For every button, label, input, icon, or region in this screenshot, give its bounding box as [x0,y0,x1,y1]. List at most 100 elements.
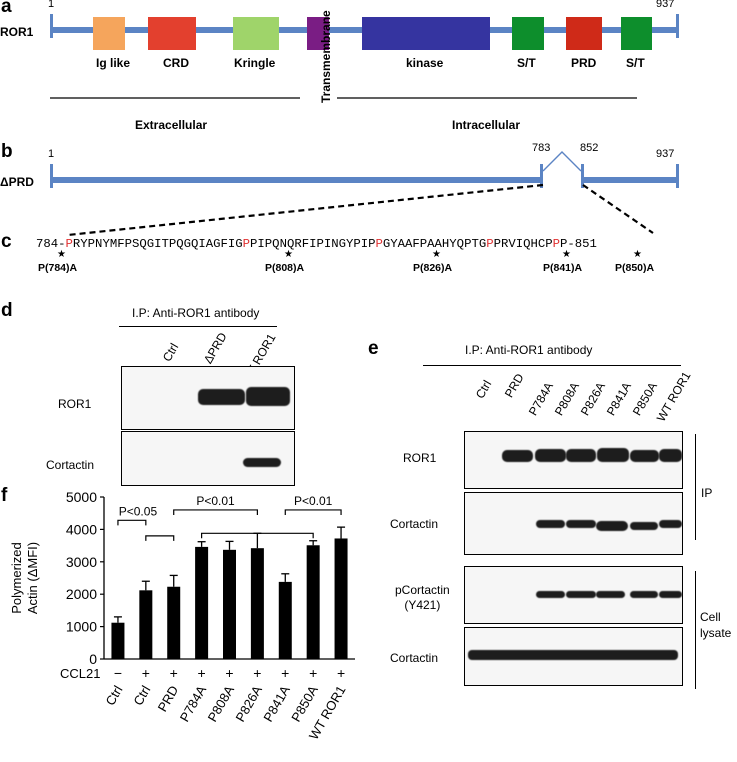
e-ip-underline [423,365,681,366]
seq-segment: P-851 [560,237,597,251]
domain-label-prd: PRD [571,56,597,70]
star-808: ★ [284,249,293,260]
x-category-label: P808A [205,683,238,725]
intracellular-label: Intracellular [452,118,521,132]
y-tick-label: 1000 [66,619,97,635]
zoom-line-left [67,183,544,237]
dprd-deletion-loop [542,151,582,172]
bar [195,546,209,659]
domain-ig-like [93,17,125,50]
dprd-783-label: 783 [532,142,551,154]
x-category-label: PRD [155,683,182,714]
ror1-start-label: 1 [48,0,55,10]
domain-label-st-2: S/T [626,56,645,70]
seq-proline-highlight: P [486,237,494,251]
panel-label-c: c [1,231,12,252]
ccl21-label: CCL21 [60,666,100,681]
bar [306,545,320,659]
ccl21-sign: + [309,665,317,681]
mutation-808: P(808)A [265,262,305,274]
ccl21-sign: + [142,665,150,681]
zoom-line-right [582,184,654,234]
x-category-label: P841A [260,683,293,725]
e-lane-p808a: P808A [551,379,583,418]
ror1-right-cap [676,14,679,38]
star-784: ★ [57,249,66,260]
y-tick-label: 5000 [66,490,97,505]
panel-label-d: d [1,300,13,321]
d-ip-label: I.P: Anti-ROR1 antibody [132,306,260,320]
ror1-left-cap [50,14,53,38]
domain-transmembrane [307,17,329,50]
transmembrane-label: Transmembrane [319,10,333,103]
d-blot-label-cortactin: Cortactin [46,458,95,472]
y-axis-label: Actin (ΔMFI) [25,542,40,614]
dprd-cut-left [540,164,543,188]
d-ip-underline [119,326,277,327]
d-band-cortactin-wt [243,458,281,467]
bar [139,590,153,659]
ccl21-sign: + [198,665,206,681]
significance-label: P<0.01 [196,494,235,508]
star-841: ★ [562,249,571,260]
y-axis-label: Polymerized [9,542,24,614]
ccl21-sign: − [114,665,122,681]
e-lane-wt: WT ROR1 [653,369,694,424]
seq-segment: RYPNYMFPSQGITPQGQIAGFIG [72,237,243,251]
d-lane-dprd: ΔPRD [200,330,230,366]
ccl21-sign: + [253,665,261,681]
actin-bar-chart: 0 1000 2000 3000 4000 5000 Polymerized Actin (Δ… [9,490,355,742]
e-lane-p826a: P826A [577,379,609,418]
e-lane-p841a: P841A [603,379,635,418]
dprd-right-cap [676,164,679,188]
dprd-backbone-right [581,177,679,183]
significance-bracket [173,509,258,515]
significance-bracket [117,519,147,526]
mutation-826: P(826)A [413,262,453,274]
e-ip-label: I.P: Anti-ROR1 antibody [465,343,593,357]
significance-bracket [284,509,342,515]
seq-proline-highlight: P [375,237,383,251]
domain-label-ig-like: Ig like [96,56,131,70]
dprd-row-label: ΔPRD [0,175,34,189]
extracellular-label: Extracellular [135,118,208,132]
e-blot-label-ror1: ROR1 [403,451,437,465]
domain-st-1 [512,17,544,50]
seq-proline-highlight: P [242,237,251,251]
y-tick-label: 0 [89,651,97,667]
ccl21-sign: + [225,665,233,681]
domain-st-2 [621,17,652,50]
domain-label-st-1: S/T [517,56,536,70]
ror1-row-label: ROR1 [0,25,34,39]
domain-label-kinase: kinase [406,56,444,70]
domain-prd [566,17,602,50]
d-blot-ror1 [121,366,295,430]
e-lane-p784a: P784A [525,379,557,418]
bar [278,581,292,659]
e-lysate-group-label: Cell lysate [700,610,732,640]
seq-proline-highlight: P [65,237,73,251]
domain-kringle [233,17,279,50]
e-blot-pcortactin [464,566,683,624]
x-category-label: Ctrl [102,683,125,708]
e-blot-label-cortactin-lysate: Cortactin [390,651,439,665]
dprd-end-label: 937 [656,148,675,160]
x-category-label: P826A [232,683,265,725]
e-blot-cortactin-lysate [464,627,683,686]
significance-label: P<0.05 [119,504,158,518]
x-category-label: Ctrl [130,683,153,708]
e-blot-cortactin [464,492,683,555]
d-band-ror1-dprd [198,389,245,405]
star-850: ★ [633,249,642,260]
mutation-841: P(841)A [543,262,583,274]
panel-label-f: f [1,485,8,506]
prd-sequence: 784-PRYPNYMFPSQGITPQGQIAGFIGPPIPQNQRFIPI… [36,237,597,251]
e-lane-ctrl: Ctrl [472,377,495,401]
e-lysate-bracket [695,571,696,689]
ror1-domain-diagram [50,14,679,99]
significance-bracket [201,532,314,539]
e-blot-ror1 [464,431,683,489]
significance-bracket [145,535,175,541]
bar [167,586,181,659]
seq-proline-highlight: P [552,237,561,251]
